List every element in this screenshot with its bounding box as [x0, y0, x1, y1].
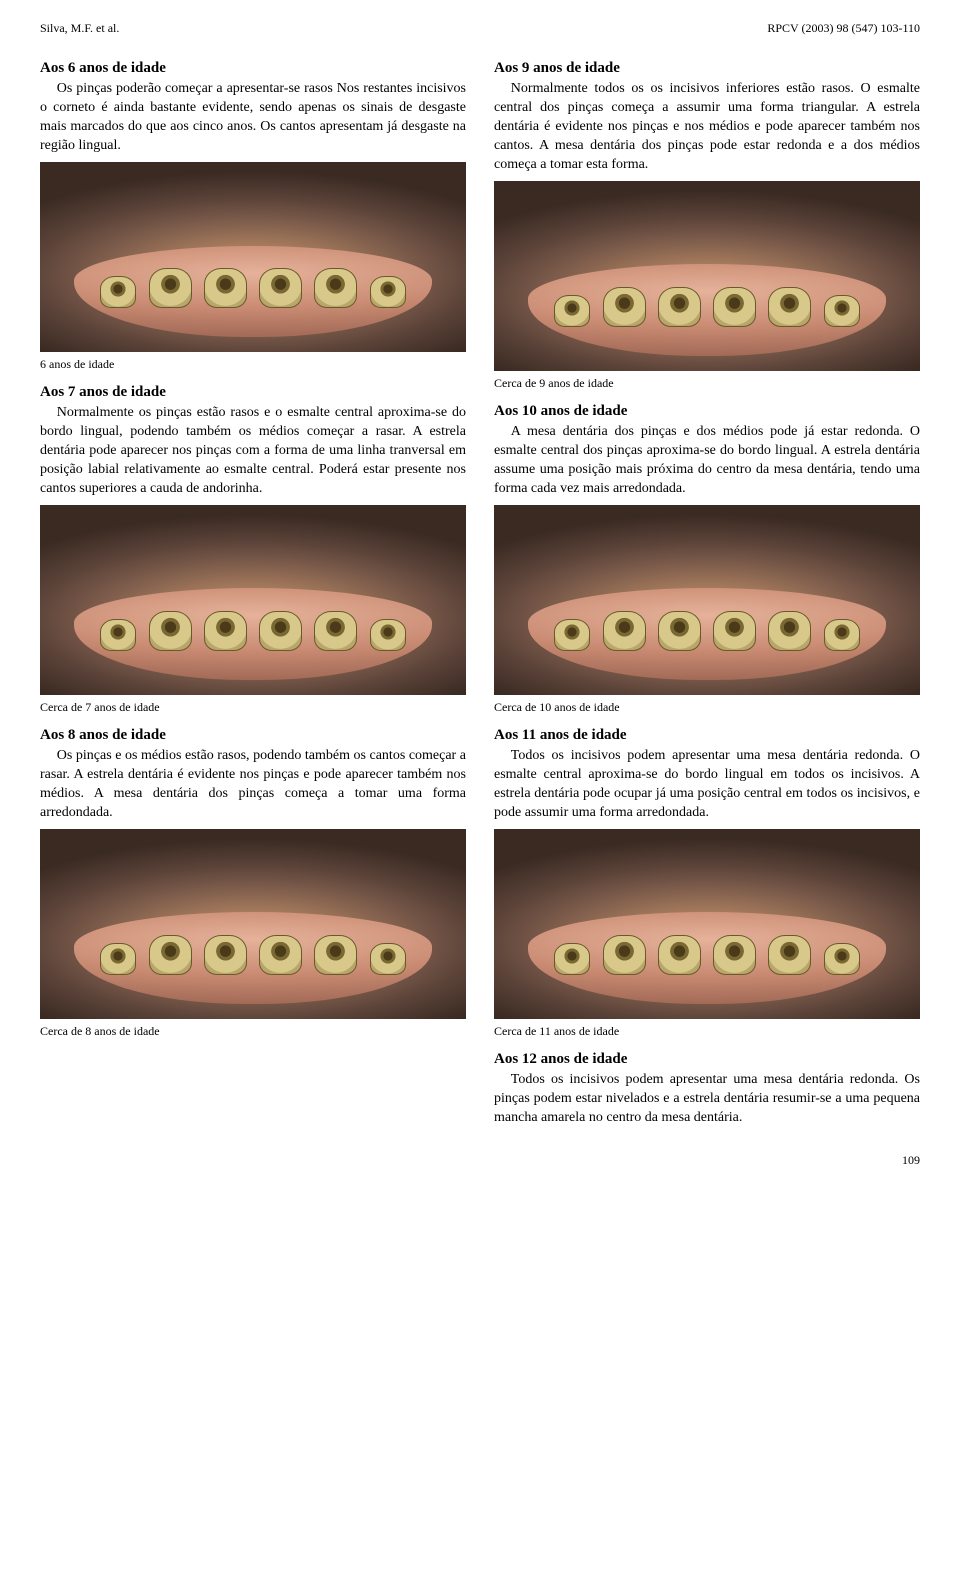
section-title-9: Aos 9 anos de idade: [494, 58, 920, 78]
caption-11: Cerca de 11 anos de idade: [494, 1023, 920, 1039]
figure-10-years: [494, 505, 920, 695]
section-body-10: A mesa dentária dos pinças e dos médios …: [494, 423, 920, 499]
figure-8-years: [40, 829, 466, 1019]
section-title-10: Aos 10 anos de idade: [494, 401, 920, 421]
figure-7-years: [40, 505, 466, 695]
section-body-12: Todos os incisivos podem apresentar uma …: [494, 1071, 920, 1128]
section-title-7: Aos 7 anos de idade: [40, 382, 466, 402]
section-body-11: Todos os incisivos podem apresentar uma …: [494, 747, 920, 823]
section-body-8: Os pinças e os médios estão rasos, poden…: [40, 747, 466, 823]
figure-11-years: [494, 829, 920, 1019]
section-title-11: Aos 11 anos de idade: [494, 725, 920, 745]
caption-9: Cerca de 9 anos de idade: [494, 375, 920, 391]
figure-6-years: [40, 162, 466, 352]
section-title-8: Aos 8 anos de idade: [40, 725, 466, 745]
page-number: 109: [40, 1152, 920, 1168]
section-body-9: Normalmente todos os os incisivos inferi…: [494, 80, 920, 174]
section-body-7: Normalmente os pinças estão rasos e o es…: [40, 404, 466, 498]
caption-8: Cerca de 8 anos de idade: [40, 1023, 466, 1039]
section-body-6: Os pinças poderão começar a apresentar-s…: [40, 80, 466, 156]
header-author: Silva, M.F. et al.: [40, 20, 119, 36]
caption-10: Cerca de 10 anos de idade: [494, 699, 920, 715]
left-column: Aos 6 anos de idade Os pinças poderão co…: [40, 54, 466, 1134]
caption-6: 6 anos de idade: [40, 356, 466, 372]
section-title-12: Aos 12 anos de idade: [494, 1049, 920, 1069]
header-journal: RPCV (2003) 98 (547) 103-110: [767, 20, 920, 36]
right-column: Aos 9 anos de idade Normalmente todos os…: [494, 54, 920, 1134]
caption-7: Cerca de 7 anos de idade: [40, 699, 466, 715]
figure-9-years: [494, 181, 920, 371]
section-title-6: Aos 6 anos de idade: [40, 58, 466, 78]
